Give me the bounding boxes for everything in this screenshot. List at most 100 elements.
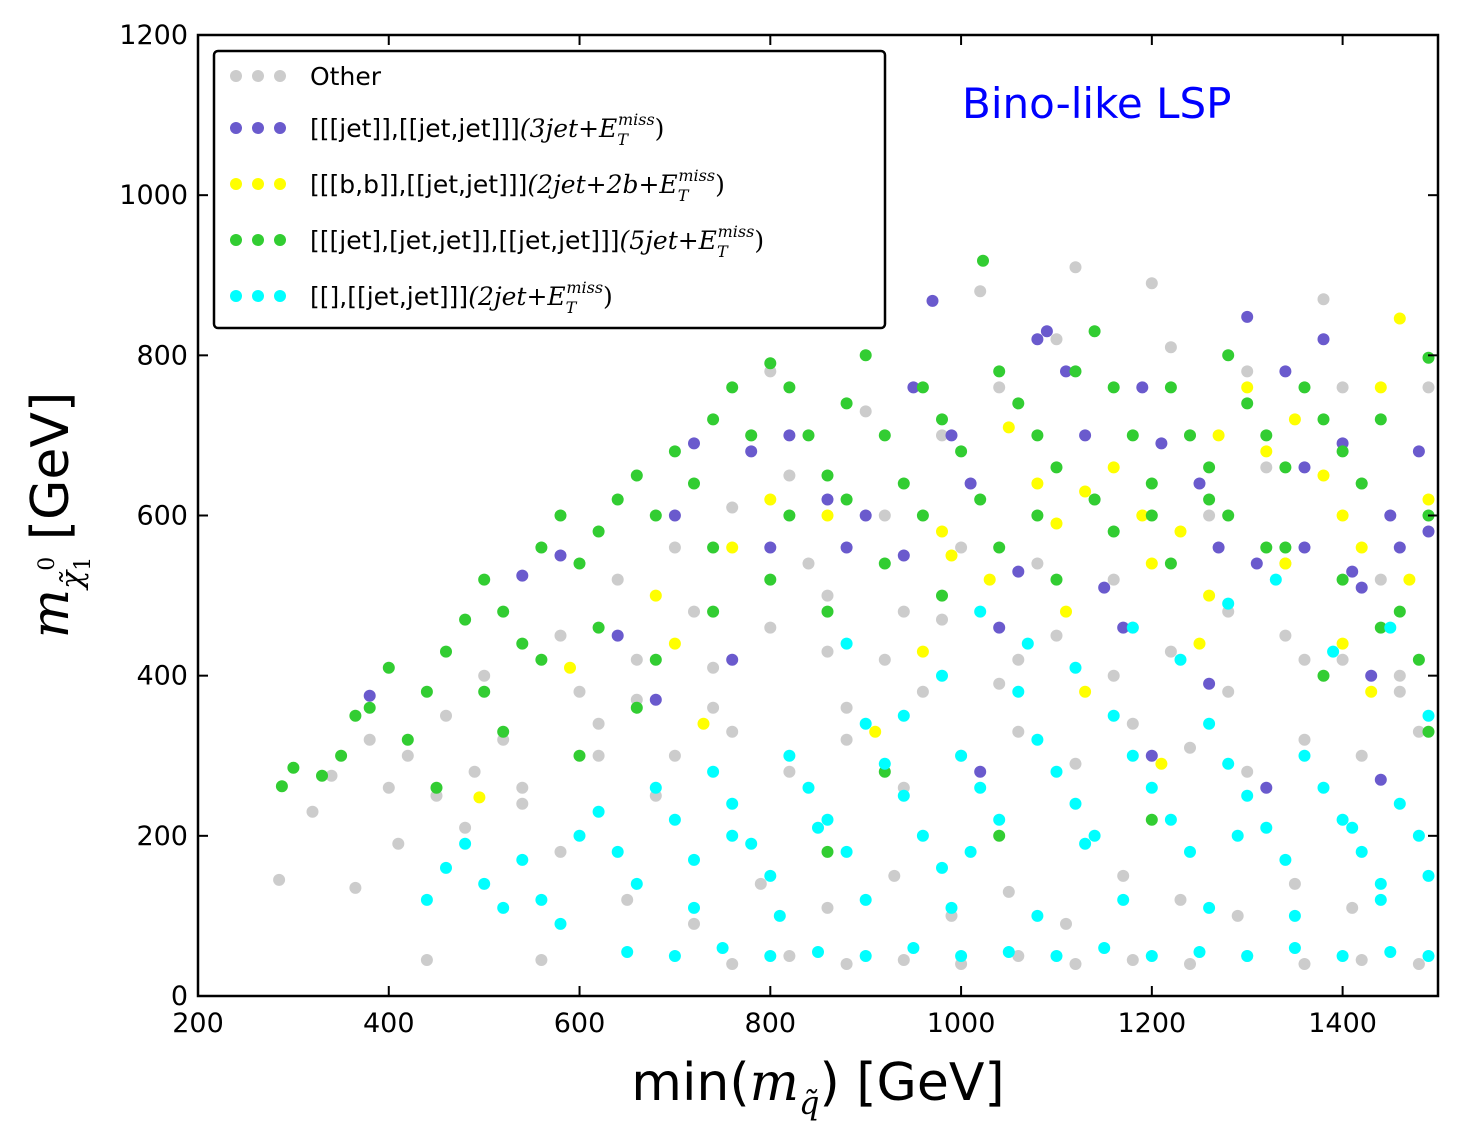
- point-series-0: [535, 954, 548, 966]
- point-series-4: [554, 917, 567, 930]
- point-series-3: [401, 733, 414, 746]
- point-series-0: [1031, 557, 1044, 570]
- point-series-3: [977, 254, 989, 267]
- point-series-0: [726, 501, 739, 514]
- point-series-2: [945, 549, 958, 562]
- point-series-0: [1012, 653, 1025, 666]
- point-series-3: [420, 685, 433, 698]
- point-series-0: [1241, 365, 1254, 378]
- point-series-4: [1050, 765, 1063, 778]
- point-series-0: [726, 958, 739, 970]
- point-series-0: [1346, 901, 1359, 914]
- point-series-0: [897, 605, 910, 618]
- legend-marker-4: [230, 290, 242, 302]
- point-series-1: [1279, 365, 1292, 378]
- point-series-1: [1212, 541, 1225, 554]
- point-series-0: [1184, 958, 1196, 970]
- point-series-3: [592, 525, 605, 538]
- point-series-4: [1231, 829, 1244, 842]
- point-series-0: [1012, 950, 1025, 962]
- legend-marker-4: [274, 290, 286, 302]
- point-series-2: [697, 717, 710, 730]
- point-series-0: [840, 701, 853, 714]
- point-series-2: [1193, 637, 1206, 650]
- point-series-3: [783, 381, 796, 394]
- point-series-2: [936, 525, 948, 538]
- point-series-1: [1384, 509, 1397, 522]
- point-series-4: [745, 837, 758, 850]
- point-series-4: [1336, 813, 1349, 826]
- point-series-0: [1355, 954, 1368, 966]
- point-series-4: [1184, 845, 1196, 858]
- point-series-0: [1126, 954, 1139, 966]
- point-series-0: [707, 661, 720, 674]
- point-series-3: [1164, 557, 1177, 570]
- point-series-0: [1117, 869, 1130, 882]
- point-series-2: [473, 791, 486, 804]
- point-series-2: [1422, 493, 1435, 506]
- point-series-0: [554, 845, 567, 858]
- point-series-2: [1050, 517, 1063, 530]
- point-series-3: [1374, 413, 1387, 426]
- point-series-4: [1031, 909, 1044, 922]
- point-series-3: [707, 413, 720, 426]
- point-series-1: [649, 693, 662, 706]
- point-series-3: [1088, 493, 1101, 506]
- point-series-3: [611, 493, 624, 506]
- point-series-3: [821, 605, 834, 618]
- point-series-0: [621, 893, 634, 906]
- point-series-2: [1060, 605, 1072, 618]
- point-series-3: [1336, 573, 1349, 586]
- point-series-4: [1393, 797, 1406, 810]
- point-series-4: [907, 942, 920, 954]
- point-series-0: [688, 605, 700, 618]
- point-series-2: [564, 661, 576, 674]
- point-series-4: [1079, 837, 1092, 850]
- point-series-4: [783, 749, 796, 762]
- point-series-4: [707, 765, 720, 778]
- point-series-3: [707, 605, 720, 618]
- point-series-3: [726, 381, 739, 394]
- point-series-3: [859, 349, 872, 362]
- point-series-1: [1346, 565, 1359, 578]
- point-series-4: [1279, 853, 1292, 866]
- x-tick-label: 800: [745, 1008, 797, 1039]
- point-series-4: [516, 853, 529, 866]
- point-series-3: [840, 493, 853, 506]
- point-series-1: [907, 381, 920, 394]
- point-series-3: [535, 653, 548, 666]
- point-series-1: [745, 445, 758, 458]
- legend-marker-0: [230, 70, 242, 82]
- point-series-1: [840, 541, 853, 554]
- point-series-0: [1260, 461, 1273, 474]
- legend-markers: [230, 70, 286, 302]
- point-series-0: [821, 901, 834, 914]
- point-series-3: [878, 557, 891, 570]
- point-series-0: [1174, 893, 1187, 906]
- point-series-4: [726, 829, 739, 842]
- point-series-4: [716, 942, 729, 954]
- point-series-3: [1126, 429, 1139, 442]
- point-series-4: [535, 893, 548, 906]
- point-series-3: [1031, 429, 1044, 442]
- point-series-0: [1069, 261, 1082, 274]
- point-series-4: [1203, 717, 1216, 730]
- point-series-2: [1393, 312, 1406, 325]
- point-series-3: [1069, 365, 1082, 378]
- point-series-2: [1279, 557, 1292, 570]
- point-series-4: [1126, 621, 1139, 634]
- point-series-0: [325, 769, 338, 782]
- point-series-2: [1336, 637, 1349, 650]
- point-series-4: [916, 829, 929, 842]
- point-series-4: [1021, 637, 1034, 650]
- point-series-1: [554, 549, 567, 562]
- point-series-3: [275, 780, 288, 793]
- point-series-4: [773, 909, 786, 922]
- point-series-0: [611, 573, 624, 586]
- point-series-3: [840, 397, 853, 410]
- point-series-3: [535, 541, 548, 554]
- point-series-0: [859, 405, 872, 418]
- point-series-0: [726, 725, 739, 738]
- point-series-0: [916, 685, 929, 698]
- point-series-3: [1145, 509, 1158, 522]
